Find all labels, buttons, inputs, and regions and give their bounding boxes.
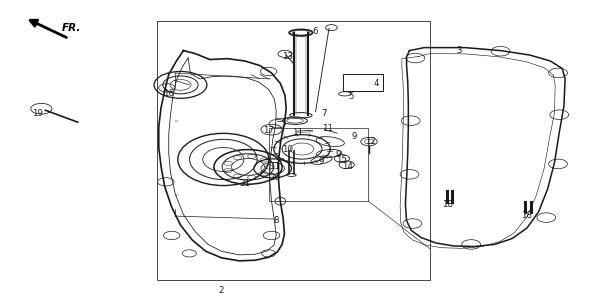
Text: 4: 4 — [373, 79, 379, 88]
Text: 2: 2 — [219, 286, 224, 295]
Text: 7: 7 — [322, 109, 327, 118]
Text: 10: 10 — [283, 144, 293, 154]
Bar — [268, 128, 368, 201]
Text: 8: 8 — [273, 216, 279, 225]
Text: 18: 18 — [442, 200, 453, 209]
Text: 15: 15 — [336, 155, 348, 164]
Text: 5: 5 — [348, 92, 353, 101]
Text: 20: 20 — [269, 173, 280, 182]
Text: 9: 9 — [319, 157, 324, 166]
Text: 11: 11 — [269, 163, 280, 171]
Text: 11: 11 — [322, 124, 333, 133]
Text: 3: 3 — [457, 46, 462, 55]
Text: 11: 11 — [293, 128, 303, 137]
Text: 21: 21 — [240, 179, 251, 188]
Text: 12: 12 — [365, 137, 376, 146]
Text: 19: 19 — [32, 109, 43, 118]
Text: 18: 18 — [522, 211, 532, 220]
Text: 16: 16 — [163, 89, 174, 98]
Text: 14: 14 — [342, 162, 353, 170]
Text: 17: 17 — [263, 126, 274, 135]
Bar — [343, 74, 383, 91]
Bar — [157, 21, 430, 280]
Text: 9: 9 — [335, 150, 340, 159]
Text: 6: 6 — [313, 27, 318, 36]
Text: 13: 13 — [283, 52, 293, 61]
Text: 9: 9 — [351, 132, 356, 141]
Text: FR.: FR. — [61, 23, 81, 33]
